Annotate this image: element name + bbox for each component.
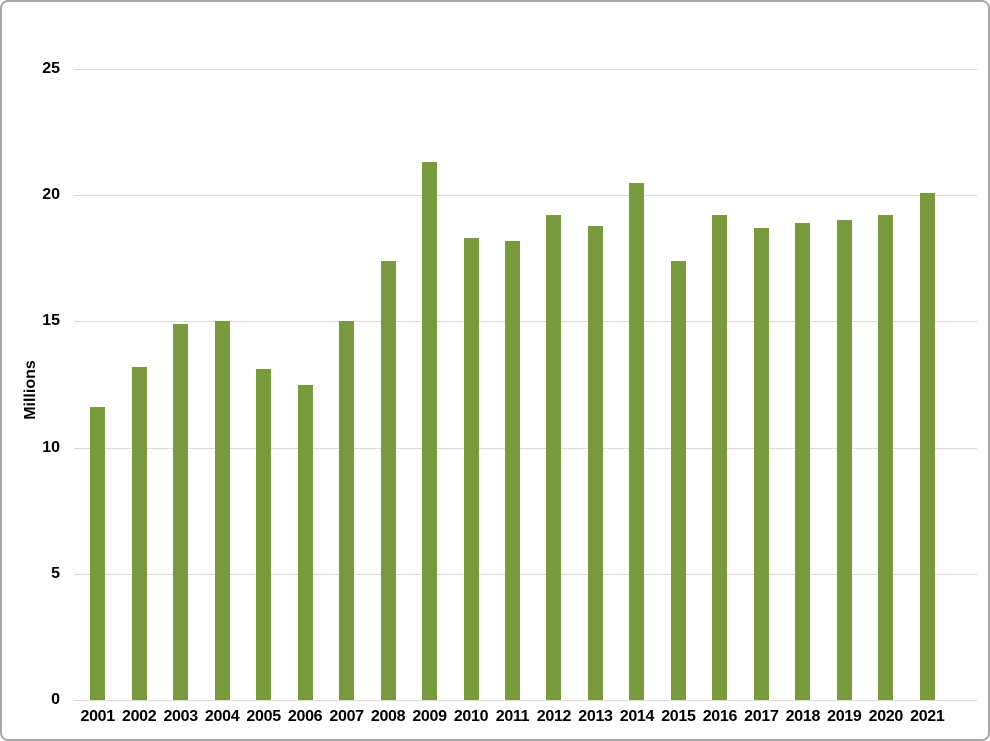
y-tick-label: 0 [51,691,60,708]
y-tick-label: 20 [42,186,60,204]
x-tick-label: 2002 [121,708,157,725]
x-axis-line [74,700,977,701]
x-tick-label: 2016 [702,708,738,725]
bar-2018 [795,222,811,700]
x-tick-label: 2013 [578,708,613,725]
bar-2007 [339,321,355,700]
y-tick-label: 10 [42,438,60,456]
x-tick-label: 2005 [246,708,281,725]
x-tick-label: 2001 [80,708,115,725]
x-tick-label: 2003 [163,708,198,725]
x-tick-label: 2009 [412,708,447,725]
y-axis-title: Millions [22,360,39,420]
bar-2010 [463,238,479,700]
x-tick-label: 2006 [287,708,323,725]
gridline [74,69,977,70]
bar-2014 [629,182,645,700]
x-tick-label: 2014 [619,708,655,725]
bar-2013 [587,225,603,700]
x-tick-label: 2007 [329,708,364,725]
x-tick-label: 2011 [495,708,530,725]
bar-2002 [131,366,147,700]
x-tick-label: 2020 [868,708,904,725]
plot-area [74,69,977,701]
x-tick-label: 2017 [744,708,779,725]
y-tick-label: 25 [42,60,60,77]
y-tick-label: 15 [42,312,60,330]
gridline [74,573,977,575]
bar-2012 [546,215,562,700]
x-tick-label: 2010 [453,708,489,725]
x-tick-label: 2018 [785,708,821,725]
bar-2017 [753,228,769,700]
x-tick-label: 2019 [827,708,862,725]
gridline [74,321,977,323]
bar-2021 [919,192,935,700]
bar-2011 [505,240,520,700]
gridline [74,447,977,449]
bar-2016 [712,215,728,700]
bar-2005 [256,369,272,700]
x-tick-label: 2015 [661,708,696,725]
bar-2009 [422,162,438,700]
bar-2003 [173,323,189,700]
bar-2001 [90,407,106,700]
bar-2006 [297,384,313,700]
bar-2020 [878,215,894,700]
bar-2004 [214,321,230,700]
bar-2019 [836,220,852,700]
x-tick-label: 2008 [370,708,406,725]
x-tick-label: 2021 [910,708,945,725]
x-tick-label: 2004 [204,708,240,725]
y-tick-label: 5 [51,564,60,582]
gridline [74,195,977,197]
bar-2008 [380,260,396,700]
bar-2015 [670,260,686,700]
x-tick-label: 2012 [536,708,572,725]
